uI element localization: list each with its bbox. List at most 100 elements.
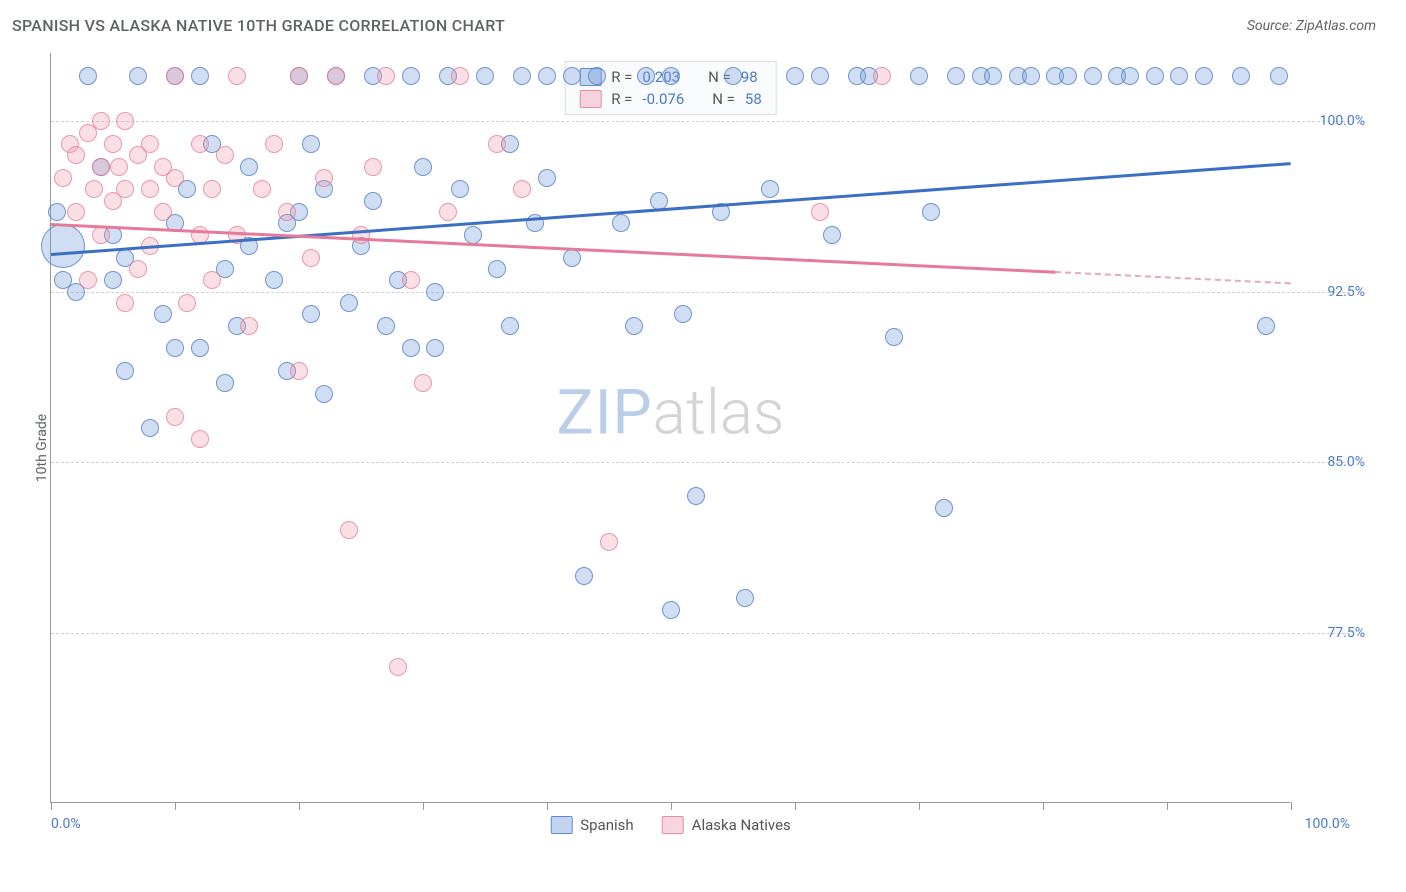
data-point (910, 67, 928, 85)
data-point (414, 158, 432, 176)
data-point (327, 67, 345, 85)
data-point (290, 362, 308, 380)
data-point (166, 339, 184, 357)
data-point (141, 419, 159, 437)
data-point (674, 305, 692, 323)
data-point (637, 67, 655, 85)
x-tick (919, 802, 920, 810)
r-value: -0.076 (642, 90, 684, 108)
data-point (116, 294, 134, 312)
data-point (811, 67, 829, 85)
data-point (501, 317, 519, 335)
data-point (464, 226, 482, 244)
data-point (451, 180, 469, 198)
data-point (612, 214, 630, 232)
y-axis-label: 10th Grade (34, 414, 50, 482)
data-point (402, 339, 420, 357)
r-label: R = (611, 68, 632, 86)
data-point (687, 487, 705, 505)
data-point (724, 67, 742, 85)
data-point (538, 67, 556, 85)
x-axis-max-label: 100.0% (1305, 816, 1350, 832)
data-point (588, 67, 606, 85)
data-point (414, 374, 432, 392)
data-point (240, 317, 258, 335)
data-point (141, 135, 159, 153)
trend-line (51, 223, 1056, 274)
data-point (191, 135, 209, 153)
data-point (240, 158, 258, 176)
gridline (51, 292, 1350, 293)
data-point (885, 328, 903, 346)
data-point (1059, 67, 1077, 85)
data-point (761, 180, 779, 198)
y-tick-label: 100.0% (1320, 113, 1365, 129)
y-tick-label: 85.0% (1327, 454, 1365, 470)
r-label: R = (611, 90, 632, 108)
data-point (92, 158, 110, 176)
data-point (1232, 67, 1250, 85)
legend-label: Alaska Natives (692, 816, 791, 834)
data-point (290, 67, 308, 85)
gridline (51, 633, 1350, 634)
data-point (67, 146, 85, 164)
data-point (79, 67, 97, 85)
data-point (488, 260, 506, 278)
data-point (302, 249, 320, 267)
data-point (662, 67, 680, 85)
data-point (364, 158, 382, 176)
trend-line (51, 162, 1291, 256)
source-credit: Source: ZipAtlas.com (1247, 18, 1376, 34)
data-point (786, 67, 804, 85)
data-point (302, 305, 320, 323)
legend-item: Alaska Natives (662, 816, 791, 834)
data-point (116, 112, 134, 130)
legend-row: R =-0.076N =58 (579, 88, 762, 110)
data-point (1084, 67, 1102, 85)
data-point (116, 362, 134, 380)
n-value: 58 (745, 90, 762, 108)
x-tick (299, 802, 300, 810)
x-tick (423, 802, 424, 810)
data-point (203, 180, 221, 198)
data-point (265, 271, 283, 289)
data-point (402, 67, 420, 85)
data-point (352, 226, 370, 244)
legend-swatch (550, 816, 572, 834)
data-point (216, 374, 234, 392)
legend-item: Spanish (550, 816, 633, 834)
data-point (166, 169, 184, 187)
data-point (166, 67, 184, 85)
data-point (191, 67, 209, 85)
data-point (538, 169, 556, 187)
data-point (278, 203, 296, 221)
data-point (79, 271, 97, 289)
data-point (364, 192, 382, 210)
data-point (48, 203, 66, 221)
data-point (253, 180, 271, 198)
data-point (1170, 67, 1188, 85)
data-point (513, 180, 531, 198)
data-point (563, 67, 581, 85)
x-tick (175, 802, 176, 810)
data-point (513, 67, 531, 85)
data-point (1257, 317, 1275, 335)
legend-swatch (662, 816, 684, 834)
n-value: 98 (741, 68, 758, 86)
x-tick (671, 802, 672, 810)
data-point (439, 203, 457, 221)
data-point (110, 158, 128, 176)
data-point (228, 67, 246, 85)
data-point (340, 294, 358, 312)
data-point (166, 408, 184, 426)
data-point (600, 533, 618, 551)
data-point (476, 67, 494, 85)
data-point (104, 271, 122, 289)
x-tick (547, 802, 548, 810)
data-point (426, 283, 444, 301)
data-point (922, 203, 940, 221)
data-point (141, 180, 159, 198)
scatter-plot-area: ZIPatlas R =0.203N =98R =-0.076N =58 0.0… (50, 53, 1290, 803)
data-point (1146, 67, 1164, 85)
data-point (873, 67, 891, 85)
